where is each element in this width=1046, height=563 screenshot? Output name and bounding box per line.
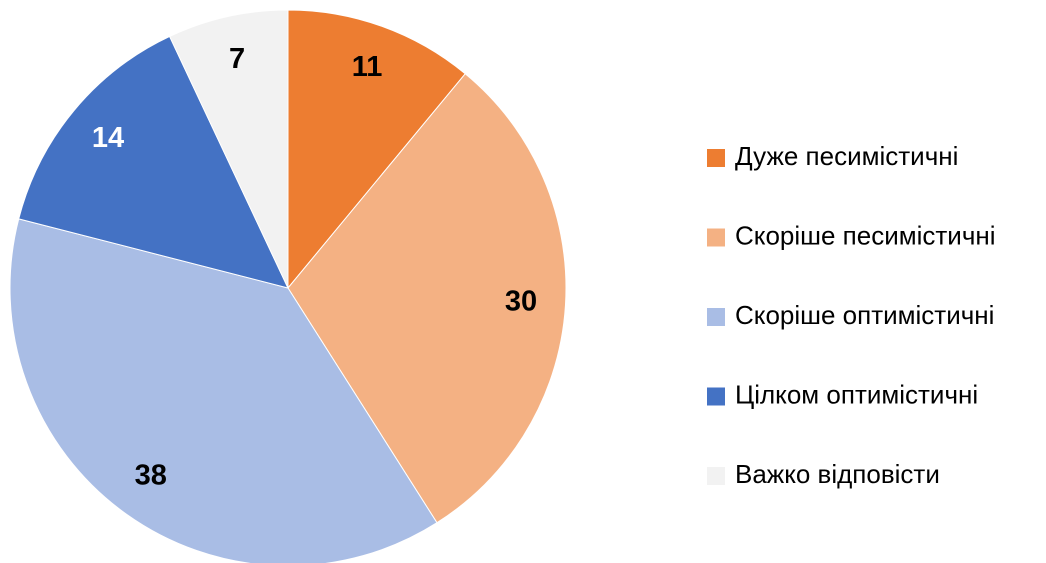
pie-slice	[287, 73, 567, 524]
legend-swatch	[707, 228, 725, 247]
pie-slice	[9, 218, 438, 563]
legend-label: Скоріше песимістичні	[735, 220, 996, 250]
data-label: 11	[352, 51, 383, 83]
pie-slice	[168, 9, 289, 289]
legend-swatch	[707, 308, 725, 326]
data-label: 30	[505, 285, 537, 317]
legend-label: Важко відповісти	[735, 459, 940, 489]
legend-label: Скоріше оптимістичні	[735, 300, 994, 330]
pie-slice	[287, 9, 466, 290]
legend-swatch	[707, 467, 725, 485]
legend-swatch	[707, 387, 725, 406]
legend-label: Цілком оптимістичні	[735, 379, 978, 409]
data-label: 38	[135, 460, 167, 492]
data-label: 14	[92, 122, 124, 154]
legend-label: Дуже песимістичні	[735, 141, 958, 171]
data-label: 7	[229, 43, 245, 75]
pie-slice	[18, 35, 289, 289]
legend-swatch	[707, 149, 725, 167]
